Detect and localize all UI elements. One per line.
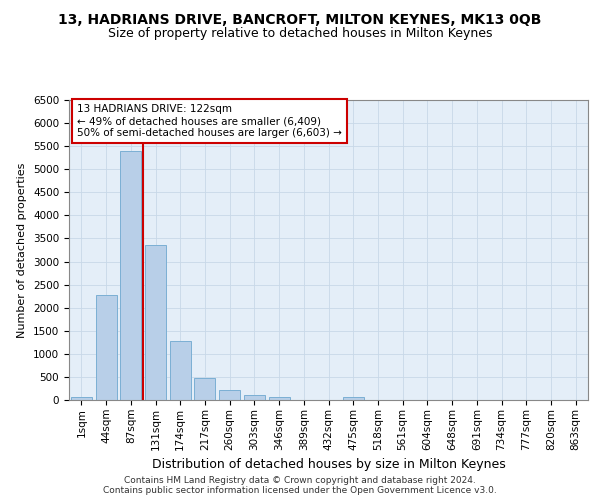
- Bar: [120, 151, 141, 400]
- Bar: [343, 397, 364, 400]
- Bar: [71, 397, 92, 400]
- Bar: [95, 295, 116, 400]
- Bar: [170, 341, 191, 400]
- Bar: [194, 378, 215, 400]
- Text: 13 HADRIANS DRIVE: 122sqm
← 49% of detached houses are smaller (6,409)
50% of se: 13 HADRIANS DRIVE: 122sqm ← 49% of detac…: [77, 104, 341, 138]
- Text: Contains public sector information licensed under the Open Government Licence v3: Contains public sector information licen…: [103, 486, 497, 495]
- Bar: [269, 398, 290, 400]
- Text: Contains HM Land Registry data © Crown copyright and database right 2024.: Contains HM Land Registry data © Crown c…: [124, 476, 476, 485]
- Bar: [244, 396, 265, 400]
- X-axis label: Distribution of detached houses by size in Milton Keynes: Distribution of detached houses by size …: [152, 458, 505, 471]
- Text: 13, HADRIANS DRIVE, BANCROFT, MILTON KEYNES, MK13 0QB: 13, HADRIANS DRIVE, BANCROFT, MILTON KEY…: [58, 12, 542, 26]
- Y-axis label: Number of detached properties: Number of detached properties: [17, 162, 28, 338]
- Text: Size of property relative to detached houses in Milton Keynes: Size of property relative to detached ho…: [108, 28, 492, 40]
- Bar: [219, 390, 240, 400]
- Bar: [145, 245, 166, 400]
